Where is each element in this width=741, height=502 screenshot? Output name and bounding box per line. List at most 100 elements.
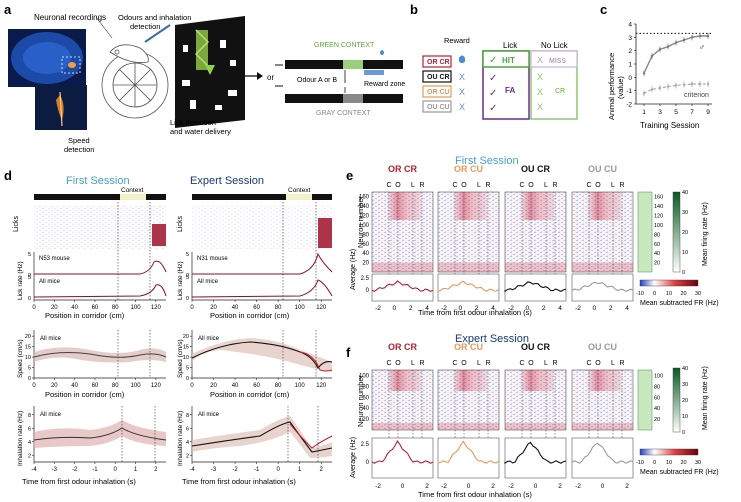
- e-subtracted-label: Mean subtracted FR (Hz): [640, 300, 719, 307]
- e-side-tick-label: 20: [654, 261, 660, 267]
- f-marker-R: R: [419, 360, 424, 367]
- f-heatmap-hot-region: [387, 370, 421, 391]
- e-firing-tick-label: 40: [682, 190, 688, 196]
- c-ytick-label: -2: [626, 102, 632, 109]
- e-side-tick-label: 140: [654, 204, 663, 210]
- x-icon-3: X: [537, 87, 543, 97]
- f-xtick-label: 2: [558, 483, 562, 490]
- f-heatmap-bottom-band: [438, 422, 499, 430]
- first-speed-trace: [33, 352, 167, 358]
- x-icon-2: X: [537, 72, 543, 82]
- all-mice-lick-expert: All mice: [197, 279, 219, 285]
- d-speed-tick-label: 15: [25, 345, 31, 351]
- d-pos-tick-label: 80: [112, 305, 119, 311]
- hit-cell: [482, 50, 530, 68]
- miss-x-icon: X: [537, 55, 543, 65]
- or-label: or: [267, 73, 274, 82]
- f-side-tick-label: 60: [654, 395, 660, 401]
- e-xtick-label: -2: [575, 305, 581, 312]
- e-marker-L: L: [411, 182, 415, 189]
- reward-x-3: X: [459, 87, 465, 97]
- f-average-box-4: [571, 437, 634, 479]
- e-average-trace-2: [437, 280, 500, 292]
- c-point-criterion: [690, 82, 694, 86]
- odour-ab-label: Odour A or B: [297, 77, 337, 84]
- f-firing-tick-label: 40: [682, 366, 688, 372]
- e-ytick-label: 80: [362, 232, 369, 238]
- row-label-box-4: [422, 100, 452, 113]
- d-pos-tick-label: 40: [71, 305, 78, 311]
- e-side-tick-label: 40: [654, 251, 660, 257]
- e-sub-tick-label: 30: [695, 291, 701, 297]
- d-pos-tick-label: 20: [51, 305, 58, 311]
- d-time-tick-label: -2: [72, 467, 78, 473]
- c-xlabel: Training Session: [640, 121, 699, 130]
- e-xtick-label: 4: [491, 305, 495, 312]
- d-inh-tick-label: 8: [186, 413, 189, 419]
- c-criterion-label: criterion: [684, 92, 709, 99]
- f-ytick-label: 100: [359, 373, 370, 379]
- e-marker-C: C: [519, 182, 524, 189]
- f-firing-tick-label: 30: [682, 382, 688, 388]
- e-col-label-1: OR CR: [388, 164, 418, 174]
- f-avg-tick-label: 0: [366, 460, 370, 466]
- panel-b: b Reward Lick No Lick OR CR OU CR OR CU …: [410, 2, 578, 120]
- zoom-box: [61, 56, 81, 74]
- c-ytick-label: 1: [628, 62, 632, 69]
- e-heatmap-bottom-band: [505, 262, 566, 272]
- c-ytick-label: 3: [628, 35, 632, 42]
- f-firing-label: Mean firing rate (Hz): [702, 366, 709, 430]
- e-average-box-3: [504, 273, 567, 302]
- c-point-performance: [674, 41, 678, 44]
- water-drop-icon: [380, 50, 384, 55]
- first-lick-raster: [34, 205, 166, 249]
- f-marker-O: O: [595, 360, 601, 367]
- c-ytick-label: -1: [626, 88, 632, 95]
- f-marker-L: L: [477, 360, 481, 367]
- d-time-tick-label: -3: [52, 467, 58, 473]
- e-marker-L: L: [544, 182, 548, 189]
- position-label-expert: Position in corridor (cm): [210, 311, 290, 320]
- e-firing-ticks: 0 10 20 30 40: [682, 190, 688, 276]
- first-context-label: Context: [121, 187, 144, 194]
- f-sub-tick-label: -10: [636, 460, 644, 466]
- e-average-trace-3: [504, 281, 567, 293]
- c-xtick-label: 5: [674, 109, 678, 116]
- f-average-trace-3: [504, 441, 567, 465]
- e-marker-O: O: [395, 182, 401, 189]
- f-average-box-2: [437, 437, 500, 479]
- e-heatmap-hot-region: [387, 192, 421, 220]
- d-inh-tick-label: 8: [28, 413, 31, 419]
- f-marker-O: O: [395, 360, 401, 367]
- f-firing-tick-label: 0: [682, 430, 685, 436]
- time-label-expert: Time from first odour inhalation (s): [182, 477, 296, 486]
- hit-check-icon: ✓: [489, 55, 497, 66]
- d-lick-tick-label: 0: [186, 296, 189, 302]
- d-pos-tick-label: 120: [151, 305, 162, 311]
- e-xtick-label: 0: [393, 305, 397, 312]
- row-label-box-3: [422, 85, 452, 98]
- e-ytick-label: 100: [359, 223, 370, 229]
- e-marker-R: R: [419, 182, 424, 189]
- f-firing-tick-label: 20: [682, 398, 688, 404]
- e-subtracted-ticks: -10 0 10 20 30: [636, 291, 701, 297]
- check-icon-4: ✓: [489, 103, 497, 114]
- d-position-ticks-first-2: 0 20 40 60 80 100 120: [32, 378, 162, 389]
- d-pos-tick-label: 80: [112, 383, 119, 389]
- e-ytick-label: 20: [362, 261, 369, 267]
- c-ytick-label: 0: [628, 75, 632, 82]
- f-ytick-label: 60: [362, 395, 369, 401]
- c-point-criterion: [650, 88, 654, 91]
- e-neuron-axis: Neuron number: [356, 195, 365, 248]
- d-inh-tick-label: 2: [28, 453, 31, 459]
- e-xtick-label: -2: [375, 305, 381, 312]
- f-title: Expert Session: [455, 333, 529, 345]
- first-lick-rate-trace: [34, 260, 167, 275]
- e-subtracted-colorbar: [639, 279, 699, 287]
- d-pos-tick-label: 0: [190, 305, 194, 311]
- d-time-ticks-expert: -4 -3 -2 -1 0 1 2: [189, 462, 324, 473]
- first-context-zone: [120, 194, 146, 200]
- n53-label: N53 mouse: [39, 256, 70, 262]
- f-average-box-1: [371, 437, 434, 479]
- d-pos-tick-label: 20: [51, 383, 58, 389]
